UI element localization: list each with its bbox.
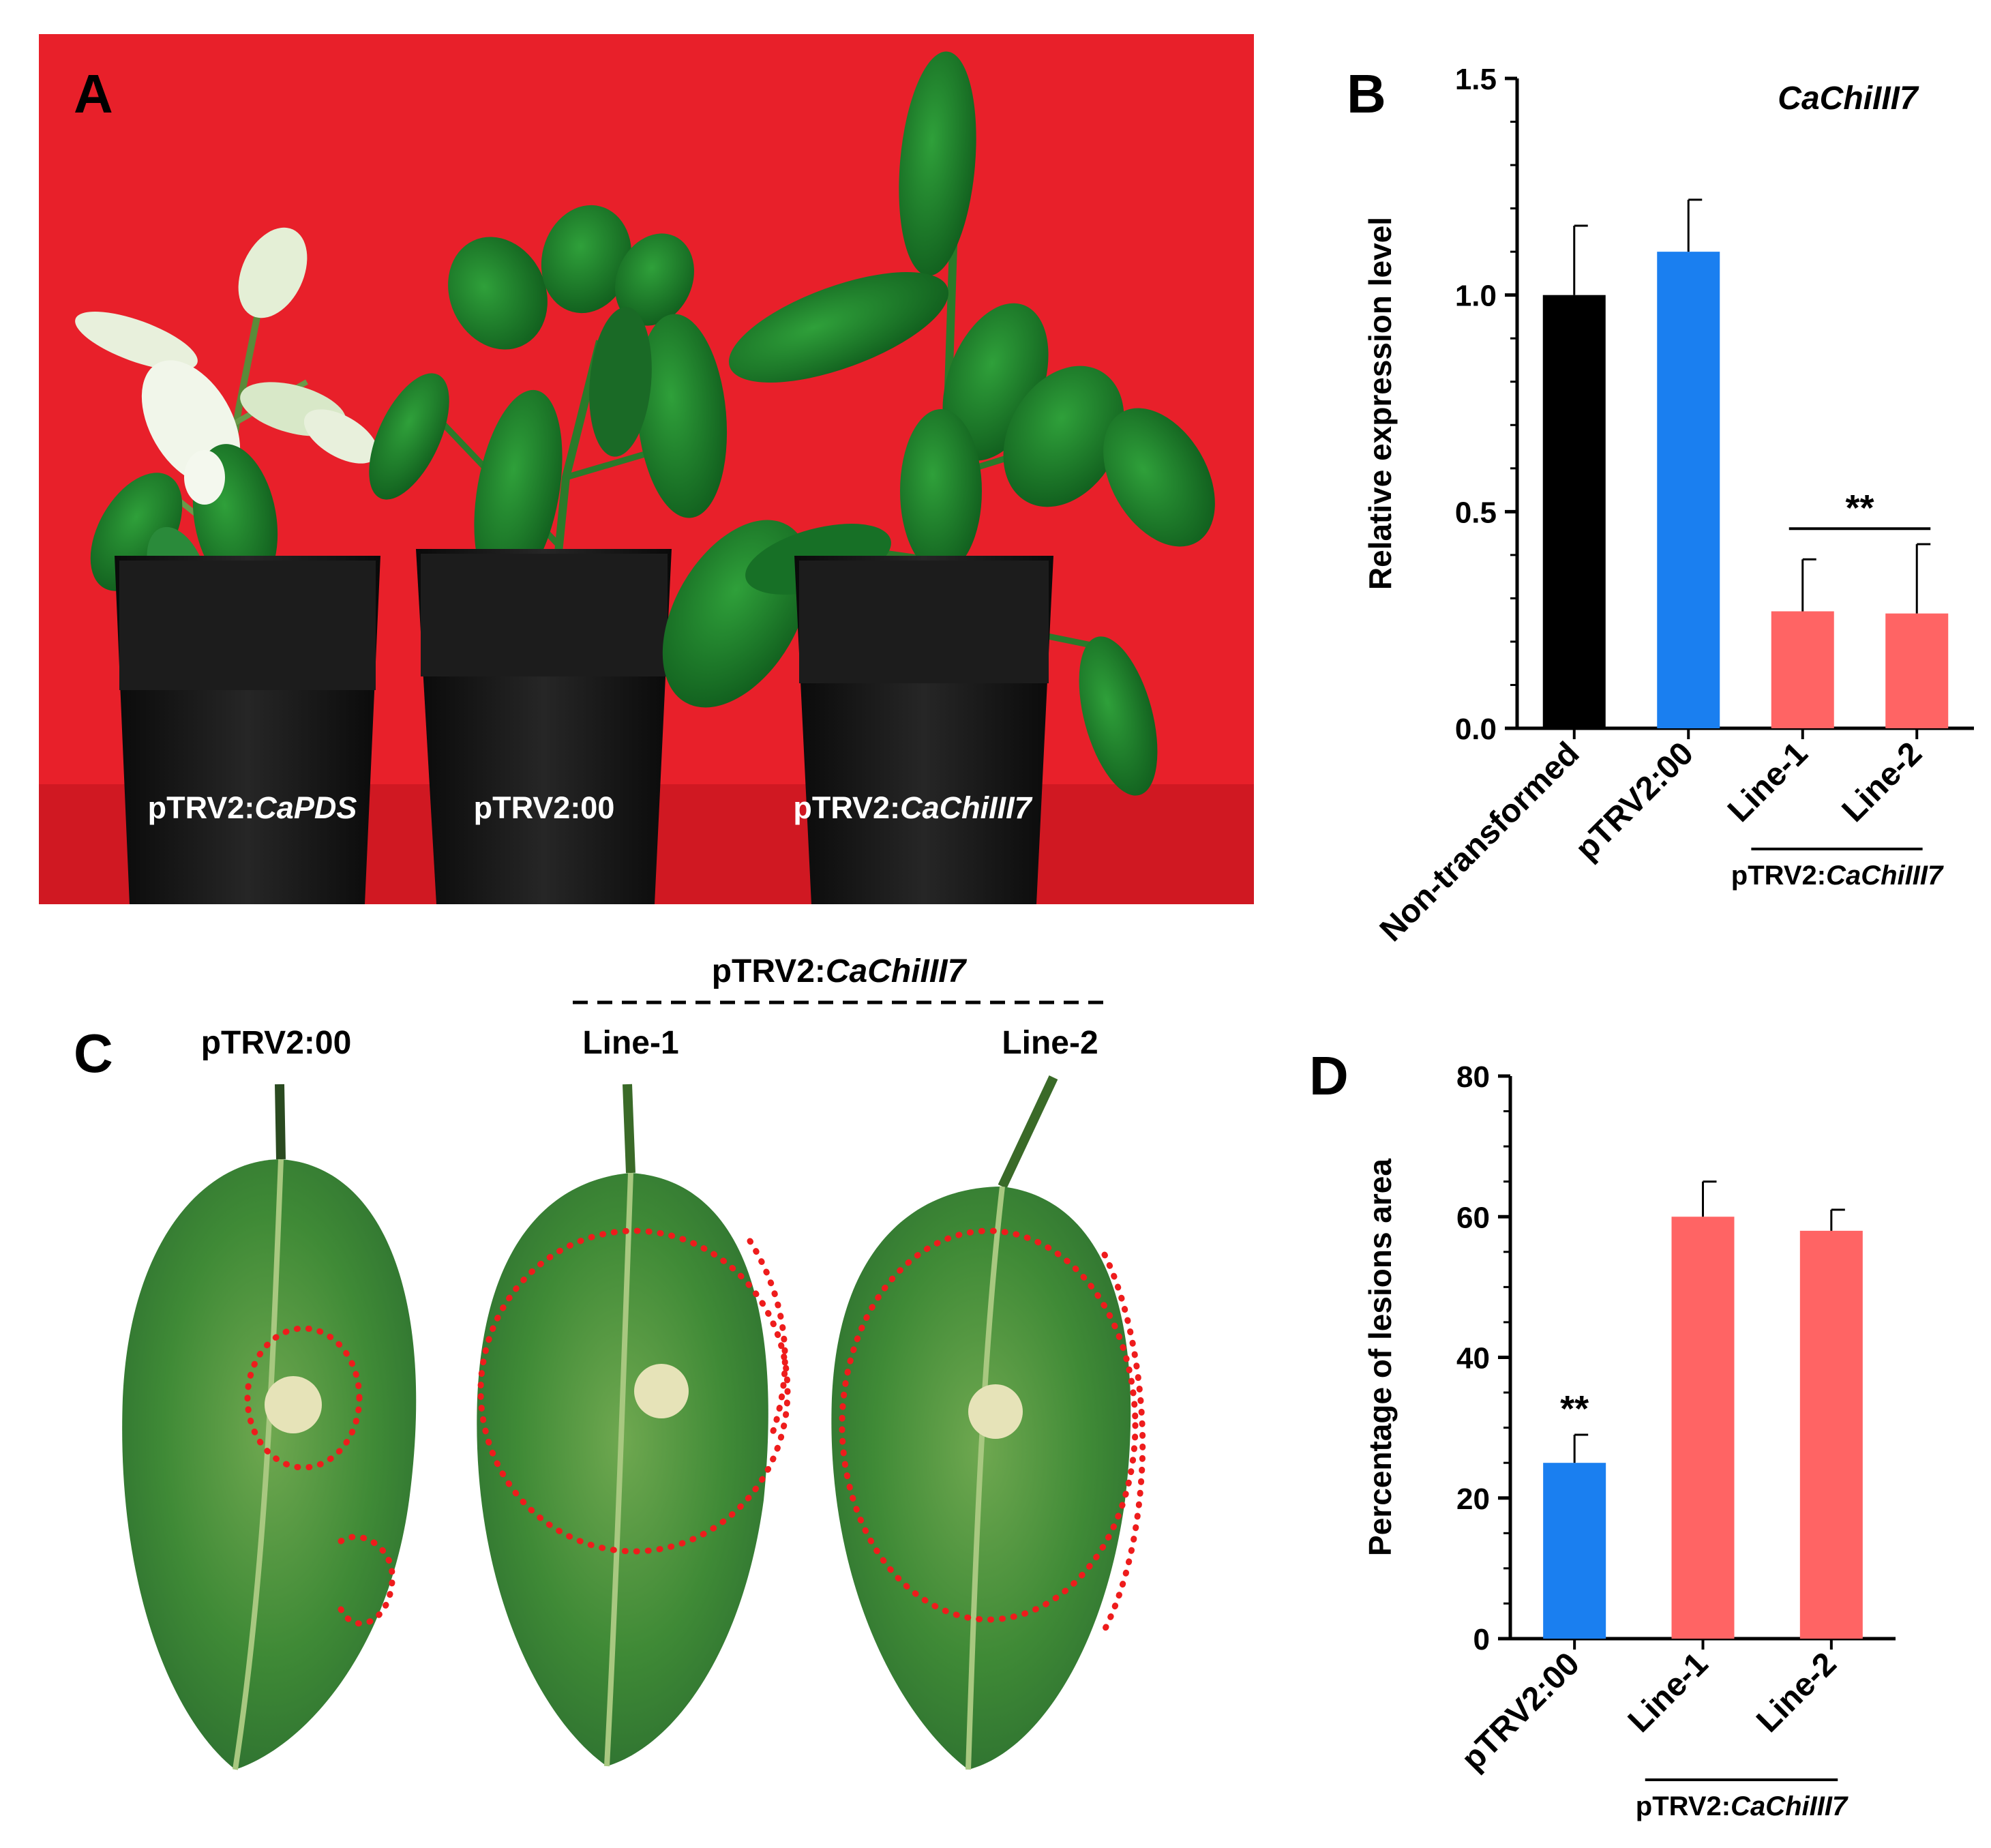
- plant-1-label: pTRV2:CaPDS: [148, 790, 357, 825]
- panel-d-letter: D: [1309, 1045, 1349, 1106]
- y-axis-label: Relative expression level: [1362, 217, 1398, 590]
- panel-c: C pTRV2:00 pTRV2:CaChiIII7 Line-1 Line-2: [74, 953, 1146, 1770]
- panel-a: A pTRV2:CaPDS pTRV2:00 pTRV2:CaChiIII7: [39, 34, 1254, 904]
- y-tick-label: 80: [1456, 1060, 1490, 1094]
- plant-cachiiii7: [662, 51, 1215, 796]
- y-tick-label: 20: [1456, 1482, 1490, 1516]
- group-label: pTRV2:CaChiIII7: [1636, 1791, 1848, 1821]
- bar: [1543, 1463, 1606, 1639]
- bar: [1799, 1230, 1863, 1639]
- plant-2-label: pTRV2:00: [474, 790, 615, 825]
- leaf-line2-label: Line-2: [1002, 1025, 1098, 1061]
- y-tick-label: 1.0: [1455, 280, 1497, 313]
- x-tick-label: Non-transformed: [1373, 735, 1587, 949]
- bar: [1771, 611, 1834, 728]
- bar: [1657, 252, 1720, 729]
- panel-d: D 0 20 40 60 80 pTRV2:00 Line-1 Line-2 Percentag…: [1309, 1045, 1896, 1821]
- panel-b-letter: B: [1347, 63, 1386, 124]
- x-tick-label: Line-2: [1836, 735, 1929, 829]
- group-label-gene: CaChiIII7: [1731, 1791, 1848, 1821]
- lesion-outline-control: [244, 1325, 363, 1471]
- x-tick-label: Line-1: [1621, 1645, 1715, 1739]
- significance-mark: **: [1560, 1388, 1589, 1429]
- y-tick-label: 0: [1473, 1623, 1490, 1656]
- leaf-group-label: pTRV2:CaChiIII7: [712, 953, 968, 989]
- leaf-line1: [477, 1084, 791, 1767]
- group-label-prefix: pTRV2:: [1731, 861, 1826, 891]
- y-tick-label: 40: [1456, 1342, 1490, 1375]
- y-tick-label: 60: [1456, 1201, 1490, 1234]
- chart-title: CaChiIII7: [1778, 80, 1919, 117]
- leaf-control: [122, 1084, 417, 1770]
- x-tick-label: Line-1: [1721, 735, 1814, 829]
- group-label-gene: CaChiIII7: [1826, 861, 1944, 891]
- y-axis-label: Percentage of lesions area: [1362, 1159, 1398, 1556]
- pot-2-soil: [421, 554, 668, 676]
- lesion-outline-line1: [477, 1227, 791, 1555]
- bar: [1542, 295, 1606, 729]
- lesion-outline-line2: [839, 1227, 1139, 1623]
- y-tick-label: 1.5: [1455, 63, 1497, 96]
- x-tick-label: pTRV2:00: [1569, 735, 1701, 867]
- group-label: pTRV2:CaChiIII7: [1731, 861, 1944, 891]
- chart-d: 0 20 40 60 80 pTRV2:00 Line-1 Line-2 Percentage …: [1362, 1060, 1896, 1821]
- leaf-control-label: pTRV2:00: [201, 1025, 352, 1061]
- panel-a-letter: A: [74, 63, 113, 124]
- bar: [1671, 1217, 1735, 1639]
- pot-1-soil: [119, 561, 376, 690]
- x-tick-label: pTRV2:00: [1455, 1645, 1587, 1777]
- x-tick-label: Line-2: [1750, 1645, 1843, 1739]
- y-tick-label: 0.0: [1455, 713, 1497, 746]
- group-label-prefix: pTRV2:: [1636, 1791, 1731, 1821]
- panel-c-letter: C: [74, 1023, 113, 1084]
- significance-mark: **: [1845, 488, 1874, 528]
- pot-3-soil: [799, 561, 1049, 683]
- bar: [1885, 613, 1949, 728]
- plant-3-label: pTRV2:CaChiIII7: [793, 790, 1032, 825]
- leaf-line1-label: Line-1: [582, 1025, 678, 1061]
- y-tick-label: 0.5: [1455, 496, 1497, 529]
- leaf-line2: [831, 1075, 1146, 1770]
